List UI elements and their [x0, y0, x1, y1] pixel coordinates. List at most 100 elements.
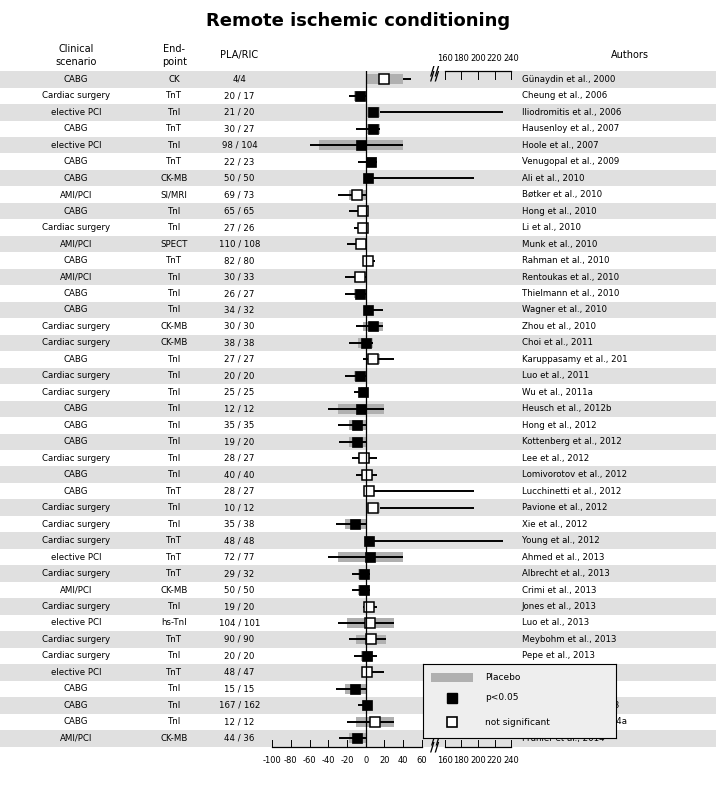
Text: Zhou et al., 2010: Zhou et al., 2010: [521, 322, 596, 331]
Text: TnI: TnI: [168, 289, 180, 298]
Text: 240: 240: [503, 54, 519, 63]
Bar: [361, 387, 366, 397]
Text: 220: 220: [487, 54, 503, 63]
Text: CK-MB: CK-MB: [160, 734, 188, 743]
Bar: [0, 384, 272, 401]
Bar: [431, 673, 473, 683]
Bar: [366, 487, 373, 496]
Text: 26 / 27: 26 / 27: [224, 289, 255, 298]
Bar: [363, 701, 370, 710]
Text: 19 / 20: 19 / 20: [224, 438, 255, 446]
Text: 20 / 20: 20 / 20: [224, 371, 255, 380]
Text: TnI: TnI: [168, 207, 180, 216]
Text: Kottenberg et al., 2014a: Kottenberg et al., 2014a: [521, 717, 626, 726]
Text: Rahman et al., 2010: Rahman et al., 2010: [521, 256, 609, 265]
Text: 160: 160: [437, 757, 453, 766]
Text: TnT: TnT: [166, 569, 182, 578]
Bar: [361, 206, 366, 216]
Text: 90 / 90: 90 / 90: [224, 635, 254, 644]
Bar: [272, 681, 516, 697]
Bar: [516, 121, 716, 137]
Text: Placebo: Placebo: [485, 673, 520, 682]
Bar: [516, 367, 716, 384]
Bar: [516, 203, 716, 220]
Text: SPECT: SPECT: [160, 239, 188, 249]
Bar: [0, 417, 272, 434]
Text: Hoole et al., 2007: Hoole et al., 2007: [521, 141, 598, 150]
Text: Pepe et al., 2013: Pepe et al., 2013: [521, 652, 594, 660]
Text: 50 / 50: 50 / 50: [224, 174, 255, 182]
Text: TnI: TnI: [168, 141, 180, 150]
Bar: [516, 581, 716, 598]
Text: Ahmed et al., 2013: Ahmed et al., 2013: [521, 552, 604, 562]
Bar: [272, 186, 516, 203]
Text: CK-MB: CK-MB: [160, 174, 188, 182]
Bar: [366, 668, 369, 677]
Text: CABG: CABG: [64, 289, 89, 298]
Bar: [272, 631, 516, 648]
Text: SI/MRI: SI/MRI: [160, 190, 188, 199]
Text: Cardiac surgery: Cardiac surgery: [42, 92, 110, 100]
Text: CABG: CABG: [64, 124, 89, 134]
Text: Günaydin et al., 2000: Günaydin et al., 2000: [521, 75, 615, 84]
Text: TnI: TnI: [168, 701, 180, 710]
Text: TnT: TnT: [166, 552, 182, 562]
Text: CABG: CABG: [64, 256, 89, 265]
Bar: [272, 697, 516, 713]
Text: TnI: TnI: [168, 520, 180, 529]
Bar: [357, 239, 366, 249]
Text: TnT: TnT: [166, 92, 182, 100]
Text: Kottenberg et al., 2012: Kottenberg et al., 2012: [521, 438, 621, 446]
Text: 28 / 27: 28 / 27: [224, 487, 255, 495]
Text: 15 / 15: 15 / 15: [224, 684, 255, 694]
Bar: [0, 648, 272, 664]
Text: 30 / 30: 30 / 30: [224, 322, 255, 331]
Text: Cardiac surgery: Cardiac surgery: [42, 388, 110, 397]
Text: TnI: TnI: [168, 453, 180, 463]
Text: Jones et al., 2013: Jones et al., 2013: [521, 602, 596, 611]
Text: 220: 220: [487, 757, 503, 766]
Bar: [0, 730, 272, 747]
Bar: [366, 256, 370, 265]
Bar: [272, 615, 516, 631]
Text: CABG: CABG: [64, 421, 89, 430]
Bar: [366, 74, 403, 85]
Bar: [0, 302, 272, 318]
Bar: [319, 141, 403, 150]
Text: Wagner et al., 2010: Wagner et al., 2010: [521, 306, 606, 314]
Text: AMI/PCI: AMI/PCI: [60, 585, 92, 595]
Bar: [0, 269, 272, 285]
Bar: [516, 532, 716, 549]
Bar: [0, 615, 272, 631]
Text: Munk et al., 2010: Munk et al., 2010: [521, 239, 597, 249]
Bar: [0, 335, 272, 352]
Text: 35 / 38: 35 / 38: [224, 520, 255, 529]
Bar: [358, 569, 370, 578]
Text: Hong et al., 2010: Hong et al., 2010: [521, 207, 596, 216]
Bar: [516, 352, 716, 367]
Text: 29 / 32: 29 / 32: [224, 569, 255, 578]
Text: TnT: TnT: [166, 536, 182, 545]
Text: 69 / 73: 69 / 73: [224, 190, 255, 199]
Text: 4/4: 4/4: [233, 75, 246, 84]
Text: TnI: TnI: [168, 602, 180, 611]
Text: //: //: [430, 70, 440, 82]
Bar: [0, 532, 272, 549]
Text: elective PCI: elective PCI: [51, 619, 102, 627]
Text: TnT: TnT: [166, 157, 182, 166]
Text: 0: 0: [363, 757, 368, 766]
Bar: [366, 107, 379, 117]
Text: Lucchinetti et al., 2012: Lucchinetti et al., 2012: [521, 487, 621, 495]
Bar: [363, 322, 382, 331]
Text: Xie et al., 2012: Xie et al., 2012: [521, 520, 587, 529]
Text: CK-MB: CK-MB: [160, 585, 188, 595]
Text: Karuppasamy et al., 201: Karuppasamy et al., 201: [521, 355, 627, 364]
Text: Wu et al., 2011a: Wu et al., 2011a: [521, 388, 592, 397]
Bar: [0, 236, 272, 252]
Bar: [272, 137, 516, 153]
Text: TnI: TnI: [168, 273, 180, 281]
Text: TnT: TnT: [166, 668, 182, 677]
Text: 65 / 65: 65 / 65: [224, 207, 255, 216]
Text: Luo et al., 2013: Luo et al., 2013: [521, 619, 589, 627]
Bar: [272, 203, 516, 220]
